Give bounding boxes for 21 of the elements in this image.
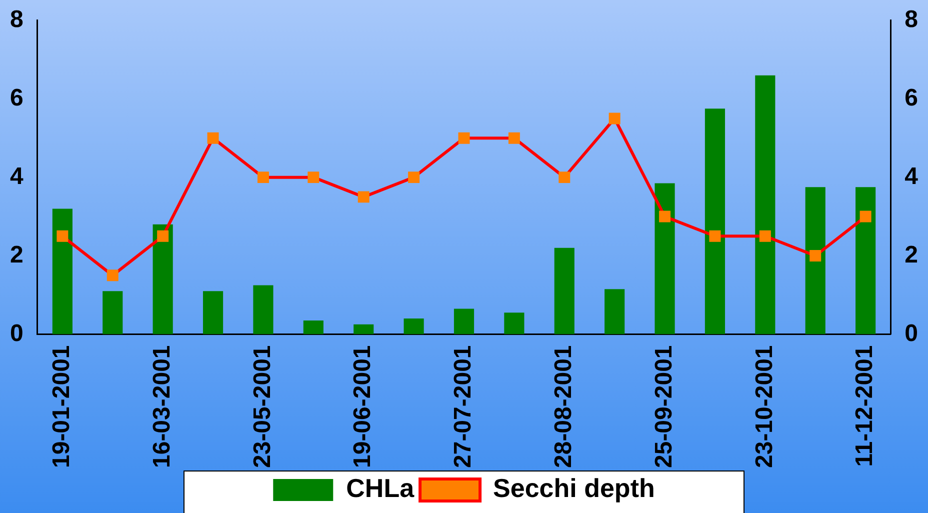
x-tick-label: 23-10-2001 [750,345,778,468]
y-tick-label: 0 [10,320,24,347]
x-tick-label: 19-01-2001 [48,345,76,468]
legend-label: Secchi depth [493,473,655,504]
y-tick-label: 6 [10,84,24,112]
x-tick-label: 16-03-2001 [148,345,176,468]
x-tick-label: 23-05-2001 [248,345,276,468]
x-tick-label: 28-08-2001 [550,345,578,468]
x-tick-label: 19-06-2001 [349,345,376,468]
x-tick-label: 27-07-2001 [450,345,477,468]
y2-tick-label: 0 [904,320,918,347]
x-tick-label: 11-12-2001 [851,345,878,467]
y-tick-label: 2 [10,241,24,268]
x-tick-label: 25-09-2001 [650,345,678,468]
y2-tick-label: 6 [904,84,918,112]
y-tick-label: 8 [10,6,24,34]
y2-tick-label: 8 [904,6,918,34]
y2-tick-label: 2 [904,241,918,268]
y-tick-label: 4 [10,162,24,190]
y2-tick-label: 4 [904,162,919,190]
legend-label: CHLa [346,473,415,504]
